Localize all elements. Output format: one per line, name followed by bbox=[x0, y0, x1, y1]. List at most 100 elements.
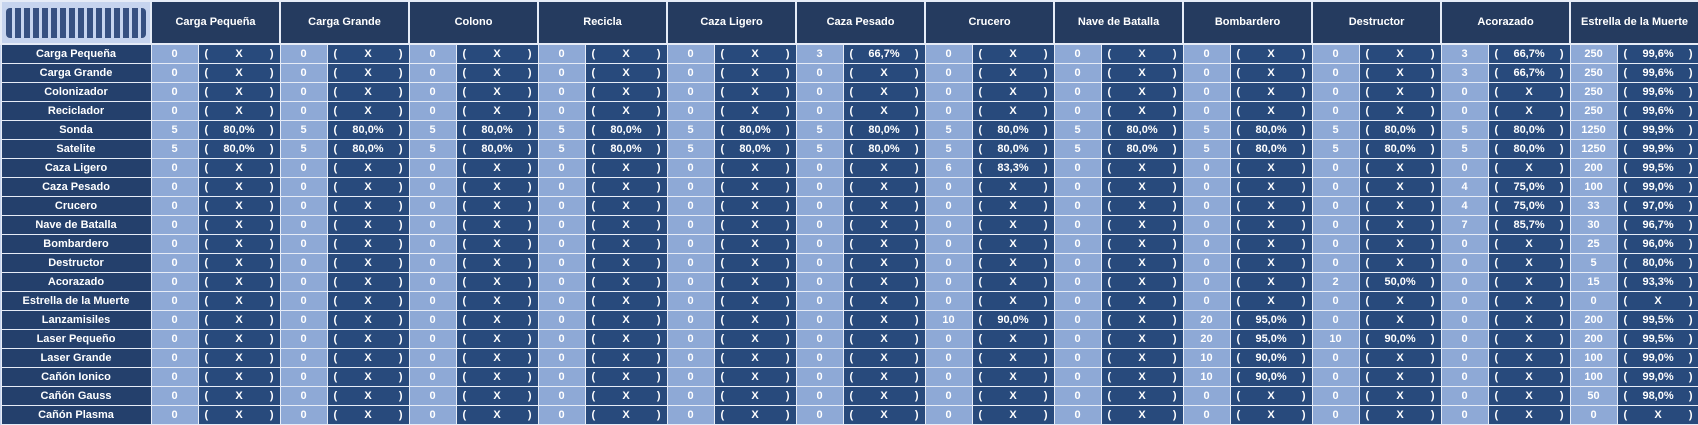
chance-value: ( X ) bbox=[1229, 196, 1313, 216]
shots-value: 0 bbox=[408, 215, 457, 235]
chance-value: ( X ) bbox=[1487, 234, 1571, 254]
chance-value: ( 80,0% ) bbox=[713, 120, 797, 140]
chance-value: ( X ) bbox=[1616, 291, 1698, 311]
chance-value: ( X ) bbox=[197, 63, 281, 83]
shots-value: 100 bbox=[1569, 367, 1618, 387]
chance-value: ( 99,6% ) bbox=[1616, 101, 1698, 121]
shots-value: 0 bbox=[795, 405, 844, 425]
shots-value: 5 bbox=[408, 139, 457, 159]
chance-value: ( X ) bbox=[713, 291, 797, 311]
chance-value: ( X ) bbox=[326, 367, 410, 387]
shots-value: 0 bbox=[1440, 101, 1489, 121]
chance-value: ( X ) bbox=[197, 82, 281, 102]
shots-value: 0 bbox=[666, 291, 715, 311]
chance-value: ( X ) bbox=[326, 291, 410, 311]
chance-value: ( X ) bbox=[584, 82, 668, 102]
shots-value: 0 bbox=[1440, 272, 1489, 292]
shots-value: 0 bbox=[408, 101, 457, 121]
shots-value: 0 bbox=[1311, 177, 1360, 197]
shots-value: 0 bbox=[1311, 348, 1360, 368]
chance-value: ( X ) bbox=[713, 101, 797, 121]
shots-value: 0 bbox=[150, 272, 199, 292]
shots-value: 0 bbox=[1311, 234, 1360, 254]
chance-value: ( X ) bbox=[1100, 348, 1184, 368]
shots-value: 0 bbox=[924, 63, 973, 83]
chance-value: ( X ) bbox=[1487, 348, 1571, 368]
shots-value: 5 bbox=[537, 120, 586, 140]
shots-value: 0 bbox=[408, 158, 457, 178]
shots-value: 0 bbox=[1311, 253, 1360, 273]
shots-value: 0 bbox=[537, 215, 586, 235]
shots-value: 200 bbox=[1569, 158, 1618, 178]
chance-value: ( X ) bbox=[326, 386, 410, 406]
chance-value: ( X ) bbox=[584, 196, 668, 216]
chance-value: ( X ) bbox=[713, 367, 797, 387]
shots-value: 0 bbox=[408, 43, 457, 64]
shots-value: 5 bbox=[1311, 120, 1360, 140]
chance-value: ( X ) bbox=[455, 177, 539, 197]
chance-value: ( X ) bbox=[1358, 196, 1442, 216]
chance-value: ( X ) bbox=[584, 386, 668, 406]
chance-value: ( X ) bbox=[584, 405, 668, 425]
chance-value: ( X ) bbox=[1229, 386, 1313, 406]
shots-value: 0 bbox=[1440, 253, 1489, 273]
shots-value: 0 bbox=[924, 43, 973, 64]
shots-value: 0 bbox=[1053, 215, 1102, 235]
chance-value: ( X ) bbox=[971, 253, 1055, 273]
shots-value: 5 bbox=[924, 120, 973, 140]
chance-value: ( X ) bbox=[971, 196, 1055, 216]
chance-value: ( X ) bbox=[842, 272, 926, 292]
shots-value: 5 bbox=[537, 139, 586, 159]
chance-value: ( 80,0% ) bbox=[1100, 120, 1184, 140]
shots-value: 0 bbox=[537, 253, 586, 273]
shots-value: 0 bbox=[1053, 329, 1102, 349]
shots-value: 0 bbox=[408, 253, 457, 273]
row-label: Estrella de la Muerte bbox=[0, 291, 152, 311]
chance-value: ( X ) bbox=[1229, 43, 1313, 64]
chance-value: ( 80,0% ) bbox=[584, 120, 668, 140]
chance-value: ( X ) bbox=[1358, 386, 1442, 406]
shots-value: 0 bbox=[1182, 43, 1231, 64]
shots-value: 0 bbox=[1311, 310, 1360, 330]
chance-value: ( X ) bbox=[1100, 63, 1184, 83]
shots-value: 10 bbox=[1182, 348, 1231, 368]
table-row: Crucero 0( X ) 0( X ) 0( X ) 0( X ) 0( X ) 0( … bbox=[0, 196, 1698, 216]
chance-value: ( X ) bbox=[713, 196, 797, 216]
shots-value: 0 bbox=[279, 348, 328, 368]
chance-value: ( X ) bbox=[197, 177, 281, 197]
shots-value: 0 bbox=[408, 405, 457, 425]
shots-value: 0 bbox=[279, 310, 328, 330]
chance-value: ( X ) bbox=[1100, 177, 1184, 197]
chance-value: ( X ) bbox=[971, 43, 1055, 64]
table-row: Colonizador 0( X ) 0( X ) 0( X ) 0( X ) 0( X … bbox=[0, 82, 1698, 102]
chance-value: ( X ) bbox=[1229, 272, 1313, 292]
table-row: Sonda 5( 80,0% ) 5( 80,0% ) 5( 80,0% ) 5( 80… bbox=[0, 120, 1698, 140]
shots-value: 0 bbox=[1053, 253, 1102, 273]
column-header: Nave de Batalla bbox=[1053, 0, 1185, 45]
row-label: Reciclador bbox=[0, 101, 152, 121]
chance-value: ( 95,0% ) bbox=[1229, 310, 1313, 330]
chance-value: ( X ) bbox=[455, 253, 539, 273]
shots-value: 0 bbox=[1182, 101, 1231, 121]
shots-value: 0 bbox=[150, 253, 199, 273]
shots-value: 0 bbox=[795, 82, 844, 102]
chance-value: ( X ) bbox=[713, 348, 797, 368]
chance-value: ( 99,5% ) bbox=[1616, 158, 1698, 178]
shots-value: 5 bbox=[795, 120, 844, 140]
shots-value: 0 bbox=[1182, 158, 1231, 178]
chance-value: ( X ) bbox=[197, 272, 281, 292]
chance-value: ( 80,0% ) bbox=[1100, 139, 1184, 159]
chance-value: ( X ) bbox=[1487, 405, 1571, 425]
chance-value: ( X ) bbox=[455, 386, 539, 406]
table-row: Cañón Plasma 0( X ) 0( X ) 0( X ) 0( X ) 0( X… bbox=[0, 405, 1698, 425]
chance-value: ( 90,0% ) bbox=[1229, 348, 1313, 368]
chance-value: ( X ) bbox=[1487, 310, 1571, 330]
shots-value: 0 bbox=[1182, 234, 1231, 254]
shots-value: 6 bbox=[924, 158, 973, 178]
chance-value: ( X ) bbox=[584, 329, 668, 349]
column-header: Crucero bbox=[924, 0, 1056, 45]
row-label: Nave de Batalla bbox=[0, 215, 152, 235]
shots-value: 5 bbox=[279, 139, 328, 159]
shots-value: 100 bbox=[1569, 177, 1618, 197]
